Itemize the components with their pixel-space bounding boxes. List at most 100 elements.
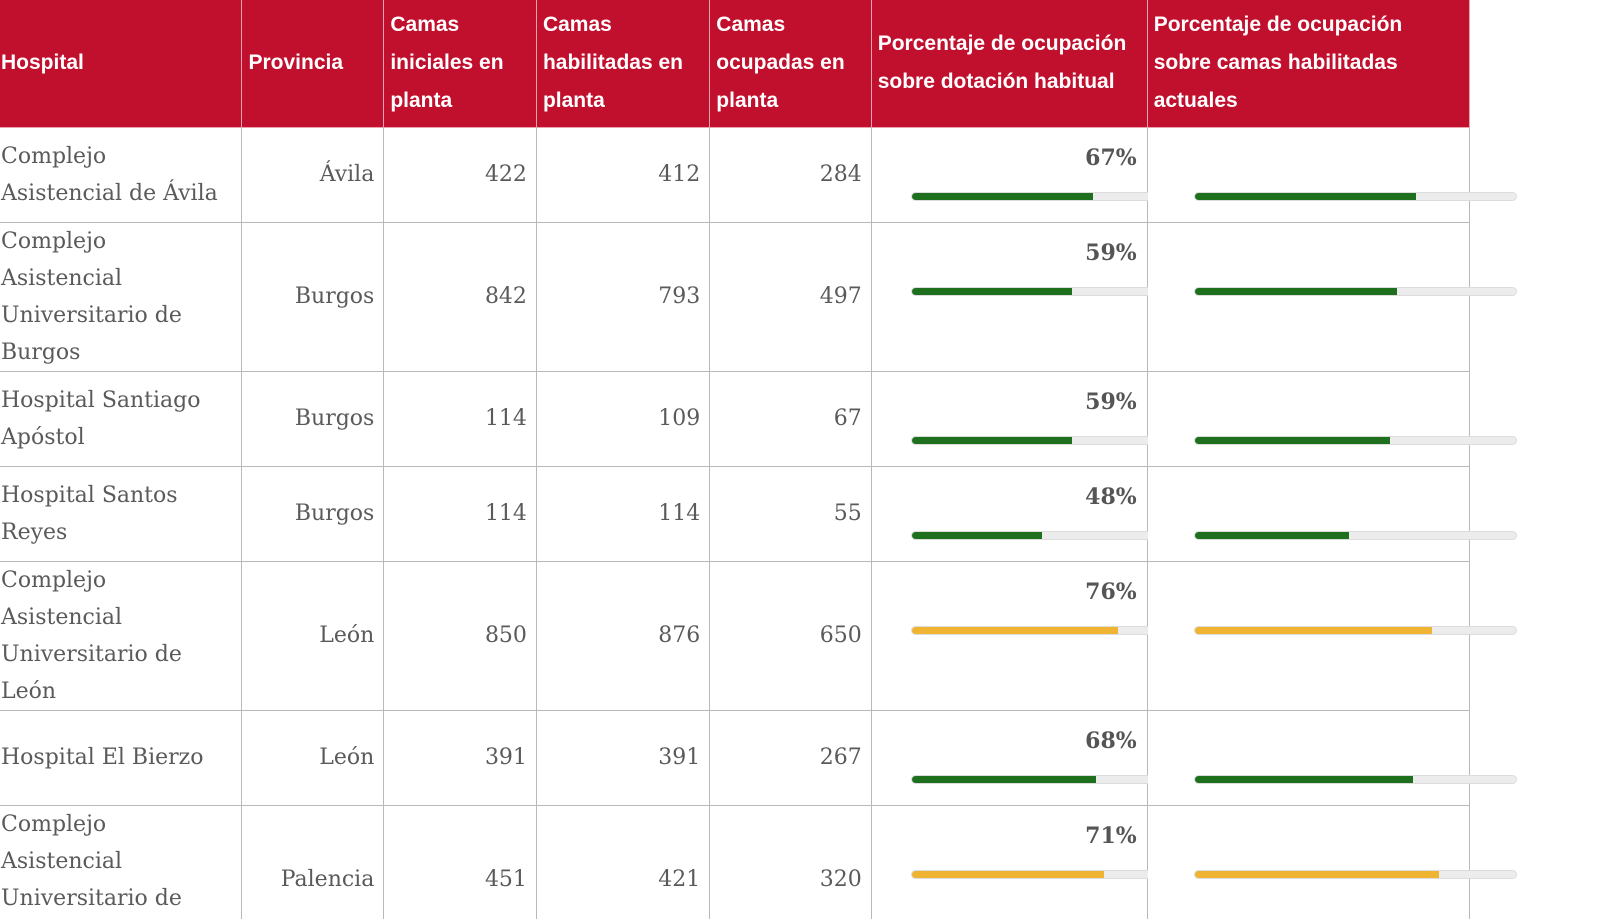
pct-dotacion-habitual-cell: 76% bbox=[870, 560, 1184, 711]
camas-iniciales: 391 bbox=[383, 709, 537, 806]
header-camas-iniciales: Camas iniciales en planta bbox=[383, 0, 537, 128]
progress-bar-fill bbox=[911, 192, 1094, 200]
progress-bar-track bbox=[1193, 435, 1517, 445]
progress-bar-fill bbox=[911, 870, 1105, 878]
progress-bar-track bbox=[910, 869, 1184, 879]
hospital-name: Hospital El Bierzo bbox=[0, 709, 243, 806]
progress-bar-track bbox=[1193, 191, 1517, 201]
pct-dotacion-habitual-cell: 59% bbox=[870, 221, 1184, 372]
progress-bar-fill bbox=[911, 626, 1118, 634]
progress-bar-track bbox=[910, 286, 1184, 296]
progress-bar-track bbox=[910, 191, 1184, 201]
camas-ocupadas: 650 bbox=[709, 560, 872, 711]
pct-dotacion-habitual-cell: 59% bbox=[870, 370, 1184, 467]
progress-bar-track bbox=[910, 530, 1184, 540]
camas-habilitadas: 114 bbox=[535, 465, 711, 562]
provincia: Ávila bbox=[241, 126, 385, 223]
progress-bar-fill bbox=[911, 775, 1096, 783]
progress-bar-fill bbox=[1194, 775, 1413, 783]
progress-bar-fill bbox=[1194, 192, 1417, 200]
table-row: Hospital Santiago Apóstol Burgos 114 109… bbox=[0, 370, 1517, 467]
progress-bar-fill bbox=[1194, 436, 1391, 444]
header-row: Hospital Provincia Camas iniciales en pl… bbox=[0, 0, 1471, 128]
pct-dotacion-habitual-label: 59% bbox=[1085, 239, 1137, 266]
progress-bar-track bbox=[1193, 774, 1517, 784]
pct-dotacion-habitual-label: 48% bbox=[1085, 483, 1137, 510]
camas-iniciales: 842 bbox=[383, 221, 537, 372]
progress-bar-track bbox=[1193, 869, 1517, 879]
camas-iniciales: 451 bbox=[383, 804, 537, 919]
progress-bar-fill bbox=[1194, 626, 1433, 634]
pct-camas-habilitadas-cell: 48% bbox=[1146, 465, 1517, 562]
pct-dotacion-habitual-cell: 67% bbox=[870, 126, 1184, 223]
camas-habilitadas: 421 bbox=[535, 804, 711, 919]
camas-ocupadas: 320 bbox=[709, 804, 872, 919]
camas-iniciales: 114 bbox=[383, 465, 537, 562]
hospital-name: Complejo Asistencial Universitario de Bu… bbox=[0, 221, 243, 372]
pct-camas-habilitadas-cell: 69% bbox=[1146, 126, 1517, 223]
camas-iniciales: 850 bbox=[383, 560, 537, 711]
progress-bar-track bbox=[1193, 530, 1517, 540]
table-row: Hospital Santos Reyes Burgos 114 114 55 … bbox=[0, 465, 1517, 562]
pct-camas-habilitadas-cell: 74% bbox=[1146, 560, 1517, 711]
progress-bar-fill bbox=[911, 287, 1072, 295]
table-row: Hospital El Bierzo León 391 391 267 68% … bbox=[0, 709, 1517, 806]
progress-bar-track bbox=[1193, 286, 1517, 296]
camas-ocupadas: 267 bbox=[709, 709, 872, 806]
pct-camas-habilitadas-cell: 68% bbox=[1146, 709, 1517, 806]
camas-habilitadas: 876 bbox=[535, 560, 711, 711]
provincia: León bbox=[241, 560, 385, 711]
pct-camas-habilitadas-cell: 76% bbox=[1146, 804, 1517, 919]
table-row: Complejo Asistencial Universitario de Le… bbox=[0, 560, 1517, 711]
table-row: Complejo Asistencial Universitario de Bu… bbox=[0, 221, 1517, 372]
table-row: Complejo Asistencial Universitario de Pa… bbox=[0, 804, 1517, 919]
pct-camas-habilitadas-cell: 63% bbox=[1146, 221, 1517, 372]
progress-bar-track bbox=[910, 625, 1184, 635]
pct-dotacion-habitual-cell: 71% bbox=[870, 804, 1184, 919]
header-pct-dotacion-habitual: Porcentaje de ocupación sobre dotación h… bbox=[870, 0, 1148, 128]
progress-bar-fill bbox=[911, 531, 1042, 539]
progress-bar-fill bbox=[1194, 287, 1397, 295]
progress-bar-fill bbox=[911, 436, 1072, 444]
table-row: Complejo Asistencial de Ávila Ávila 422 … bbox=[0, 126, 1517, 223]
camas-habilitadas: 109 bbox=[535, 370, 711, 467]
hospital-name: Complejo Asistencial Universitario de Le… bbox=[0, 560, 243, 711]
provincia: Burgos bbox=[241, 370, 385, 467]
pct-dotacion-habitual-label: 68% bbox=[1085, 727, 1137, 754]
camas-habilitadas: 793 bbox=[535, 221, 711, 372]
camas-habilitadas: 391 bbox=[535, 709, 711, 806]
progress-bar-fill bbox=[1194, 531, 1349, 539]
hospital-name: Hospital Santos Reyes bbox=[0, 465, 243, 562]
pct-dotacion-habitual-cell: 48% bbox=[870, 465, 1184, 562]
provincia: Palencia bbox=[241, 804, 385, 919]
camas-ocupadas: 497 bbox=[709, 221, 872, 372]
hospital-occupancy-table: Hospital Provincia Camas iniciales en pl… bbox=[0, 0, 1517, 919]
progress-bar-track bbox=[1193, 625, 1517, 635]
provincia: Burgos bbox=[241, 221, 385, 372]
provincia: Burgos bbox=[241, 465, 385, 562]
camas-iniciales: 114 bbox=[383, 370, 537, 467]
pct-dotacion-habitual-label: 59% bbox=[1085, 388, 1137, 415]
pct-camas-habilitadas-cell: 61% bbox=[1146, 370, 1517, 467]
header-provincia: Provincia bbox=[241, 0, 385, 128]
provincia: León bbox=[241, 709, 385, 806]
camas-iniciales: 422 bbox=[383, 126, 537, 223]
progress-bar-track bbox=[910, 774, 1184, 784]
hospital-name: Hospital Santiago Apóstol bbox=[0, 370, 243, 467]
header-hospital: Hospital bbox=[0, 0, 243, 128]
pct-dotacion-habitual-label: 71% bbox=[1085, 822, 1137, 849]
header-camas-ocupadas: Camas ocupadas en planta bbox=[709, 0, 872, 128]
pct-dotacion-habitual-label: 67% bbox=[1085, 144, 1137, 171]
camas-ocupadas: 284 bbox=[709, 126, 872, 223]
camas-habilitadas: 412 bbox=[535, 126, 711, 223]
camas-ocupadas: 55 bbox=[709, 465, 872, 562]
pct-dotacion-habitual-cell: 68% bbox=[870, 709, 1184, 806]
camas-ocupadas: 67 bbox=[709, 370, 872, 467]
progress-bar-fill bbox=[1194, 870, 1439, 878]
hospital-name: Complejo Asistencial de Ávila bbox=[0, 126, 243, 223]
hospital-name: Complejo Asistencial Universitario de Pa… bbox=[0, 804, 243, 919]
header-pct-camas-habilitadas: Porcentaje de ocupación sobre camas habi… bbox=[1146, 0, 1471, 128]
pct-dotacion-habitual-label: 76% bbox=[1085, 578, 1137, 605]
header-camas-habilitadas: Camas habilitadas en planta bbox=[535, 0, 711, 128]
